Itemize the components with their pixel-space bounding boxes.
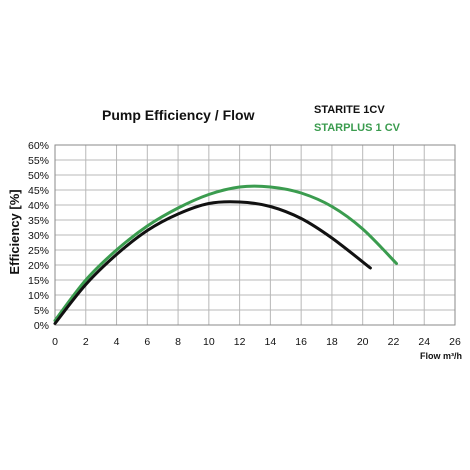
x-tick-label: 6 (144, 336, 150, 348)
y-tick-label: 10% (28, 290, 49, 302)
y-tick-labels: 0% 5% 10% 15% 20% 25% 30% 35% 40% 45% 50% 55% 60% (28, 140, 49, 332)
y-tick-label: 25% (28, 245, 49, 257)
y-axis-label: Efficiency [%] (7, 189, 22, 274)
x-tick-label: 0 (52, 336, 58, 348)
y-tick-label: 55% (28, 155, 49, 167)
x-axis-label: Flow m³/h (420, 351, 462, 361)
series-line-starite-1cv (53, 200, 372, 325)
x-tick-label: 12 (234, 336, 246, 348)
y-tick-label: 20% (28, 260, 49, 272)
grid (54, 144, 456, 326)
x-tick-label: 4 (114, 336, 120, 348)
x-tick-label: 14 (265, 336, 277, 348)
plot-frame (54, 144, 456, 326)
x-tick-label: 2 (83, 336, 89, 348)
y-tick-label: 0% (34, 320, 49, 332)
y-tick-label: 60% (28, 140, 49, 152)
series-line-starplus-1-cv (53, 184, 398, 322)
y-tick-label: 35% (28, 215, 49, 227)
x-tick-label: 10 (203, 336, 215, 348)
y-tick-label: 45% (28, 185, 49, 197)
y-tick-label: 15% (28, 275, 49, 287)
x-tick-label: 16 (295, 336, 307, 348)
x-tick-label: 20 (357, 336, 369, 348)
x-tick-labels: 0 2 4 6 8 10 12 14 16 18 20 22 24 26 (52, 336, 461, 348)
x-tick-label: 8 (175, 336, 181, 348)
series-lines (53, 184, 398, 325)
chart-title: Pump Efficiency / Flow (102, 107, 255, 123)
legend-starite: STARITE 1CV (314, 104, 385, 116)
y-tick-label: 50% (28, 170, 49, 182)
y-tick-label: 40% (28, 200, 49, 212)
x-tick-label: 26 (449, 336, 461, 348)
x-tick-label: 18 (326, 336, 338, 348)
legend-starplus: STARPLUS 1 CV (314, 122, 401, 134)
x-tick-label: 22 (388, 336, 400, 348)
y-tick-label: 30% (28, 230, 49, 242)
y-tick-label: 5% (34, 305, 49, 317)
x-tick-label: 24 (418, 336, 430, 348)
